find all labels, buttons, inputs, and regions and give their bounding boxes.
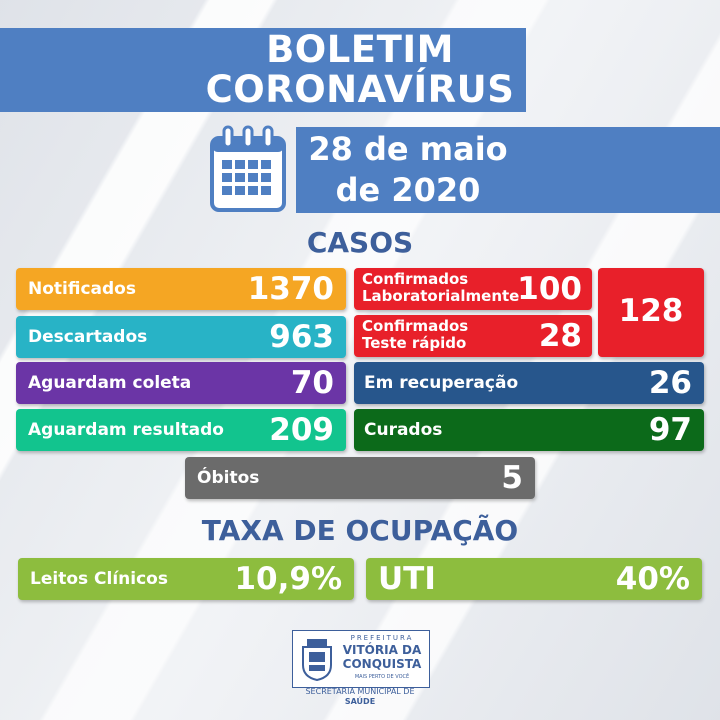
date-line-2: de 2020 — [335, 171, 481, 209]
card-label: Confirmados Laboratorialmente — [362, 271, 519, 305]
label-line-2: Teste rápido — [362, 334, 467, 352]
card-recuperacao: Em recuperação 26 — [354, 362, 704, 404]
city-logo: PREFEITURA VITÓRIA DA CONQUISTA MAIS PER… — [292, 630, 430, 688]
card-label: Descartados — [28, 327, 148, 347]
page-title: BOLETIM CORONAVÍRUS — [190, 30, 530, 110]
occupancy-heading: TAXA DE OCUPAÇÃO — [201, 514, 519, 547]
card-aguardam-resultado: Aguardam resultado 209 — [16, 409, 346, 451]
card-curados: Curados 97 — [354, 409, 704, 451]
card-value: 5 — [501, 460, 523, 496]
card-aguardam-coleta: Aguardam coleta 70 — [16, 362, 346, 404]
card-label: Curados — [364, 420, 443, 440]
report-date: 28 de maio de 2020 — [296, 129, 520, 211]
title-banner — [0, 28, 526, 112]
card-value: 40% — [615, 561, 690, 597]
card-notificados: Notificados 1370 — [16, 268, 346, 310]
date-banner — [296, 127, 720, 213]
coat-of-arms-icon — [302, 639, 332, 681]
card-descartados: Descartados 963 — [16, 316, 346, 358]
card-label: Aguardam coleta — [28, 373, 192, 393]
card-value: 10,9% — [234, 561, 342, 597]
card-confirmados-teste: Confirmados Teste rápido 28 — [354, 315, 592, 357]
card-label: Aguardam resultado — [28, 420, 224, 440]
secretaria-line-2: SAÚDE — [344, 697, 376, 706]
card-confirmados-lab: Confirmados Laboratorialmente 100 — [354, 268, 592, 310]
card-value: 128 — [618, 293, 684, 329]
label-line-2: Laboratorialmente — [362, 287, 520, 305]
card-leitos-clinicos: Leitos Clínicos 10,9% — [18, 558, 354, 600]
card-uti: UTI 40% — [366, 558, 702, 600]
card-value: 1370 — [247, 271, 334, 307]
city-line-1: VITÓRIA DA — [342, 643, 422, 657]
secretaria-label: SECRETARIA MUNICIPAL DE SAÚDE — [270, 687, 450, 707]
card-label: UTI — [378, 561, 436, 597]
label-line-1: Confirmados — [362, 270, 469, 288]
card-value: 26 — [648, 365, 692, 401]
card-label: Confirmados Teste rápido — [362, 318, 468, 352]
label-line-1: Confirmados — [362, 317, 469, 335]
card-value: 70 — [290, 365, 334, 401]
card-label: Notificados — [28, 279, 136, 299]
title-line-1: BOLETIM — [266, 28, 454, 71]
card-label: Óbitos — [197, 468, 260, 488]
calendar-icon — [210, 125, 286, 212]
title-line-2: CORONAVÍRUS — [205, 68, 515, 111]
card-label: Leitos Clínicos — [30, 569, 168, 589]
logo-city: VITÓRIA DA CONQUISTA — [337, 643, 427, 671]
card-value: 97 — [648, 412, 692, 448]
logo-prefeitura: PREFEITURA — [350, 634, 414, 642]
card-value: 963 — [269, 319, 334, 355]
cases-heading: CASOS — [306, 226, 414, 259]
card-obitos: Óbitos 5 — [185, 457, 535, 499]
card-label: Em recuperação — [364, 373, 519, 393]
city-line-2: CONQUISTA — [342, 657, 422, 671]
card-confirmados-total: 128 — [598, 268, 704, 357]
secretaria-line-1: SECRETARIA MUNICIPAL DE — [305, 687, 415, 696]
logo-slogan: MAIS PERTO DE VOCÊ — [354, 674, 410, 680]
card-value: 28 — [538, 318, 582, 354]
card-value: 209 — [269, 412, 334, 448]
date-line-1: 28 de maio — [308, 130, 508, 168]
card-value: 100 — [517, 271, 582, 307]
